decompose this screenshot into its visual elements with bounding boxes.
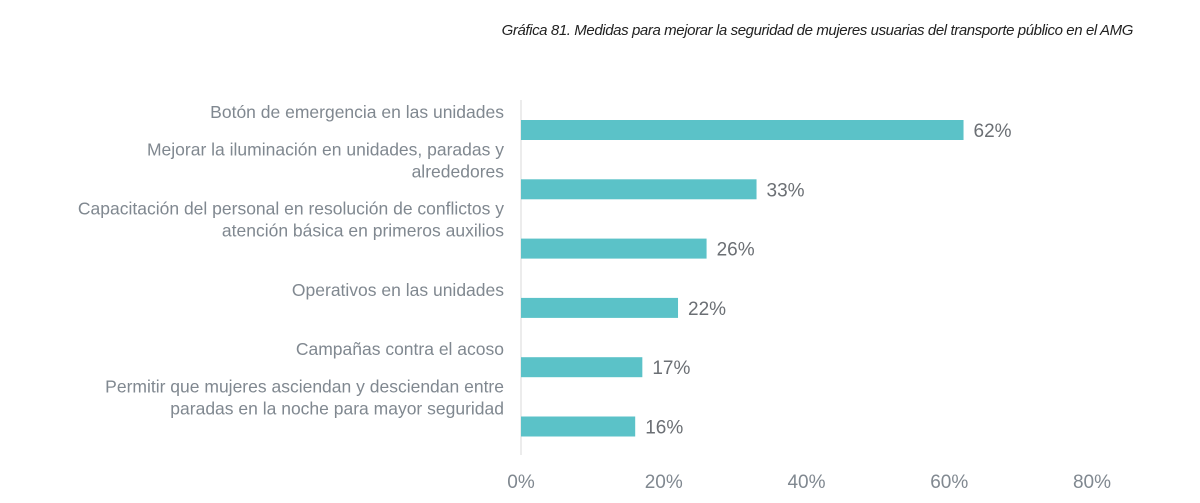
bar	[521, 120, 964, 140]
category-label: Operativos en las unidades	[292, 280, 504, 300]
data-label: 26%	[717, 240, 755, 261]
chart-title: Gráfica 81. Medidas para mejorar la segu…	[501, 22, 1134, 39]
category-label: Mejorar la iluminación en unidades, para…	[147, 139, 504, 159]
x-tick-label: 20%	[645, 472, 683, 493]
bar	[521, 179, 757, 200]
x-tick-label: 40%	[787, 472, 825, 493]
x-tick-label: 60%	[930, 472, 968, 493]
category-label: atención básica en primeros auxilios	[222, 221, 504, 241]
data-label: 17%	[652, 358, 690, 379]
category-label: paradas en la noche para mayor seguridad	[170, 399, 504, 419]
data-label: 62%	[974, 121, 1012, 142]
x-tick-label: 0%	[507, 472, 535, 493]
category-label: Permitir que mujeres asciendan y descien…	[105, 377, 504, 397]
bar	[521, 238, 707, 259]
category-label: Campañas contra el acoso	[296, 339, 504, 359]
data-label: 22%	[688, 299, 726, 320]
x-tick-label: 80%	[1073, 472, 1111, 493]
data-label: 16%	[645, 418, 683, 439]
bar	[521, 297, 679, 318]
bar	[521, 416, 636, 437]
category-label: Botón de emergencia en las unidades	[210, 102, 504, 122]
category-label: alrededores	[412, 161, 505, 181]
bar	[521, 357, 643, 378]
category-label: Capacitación del personal en resolución …	[78, 199, 504, 219]
data-label: 33%	[767, 180, 805, 201]
